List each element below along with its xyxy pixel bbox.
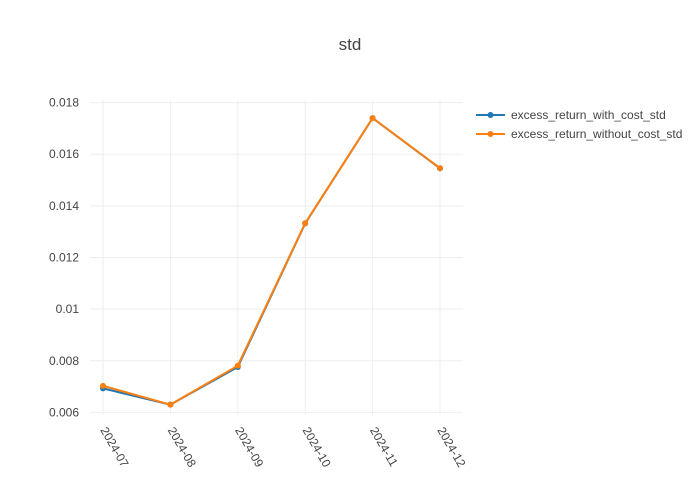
series-excess_return_without_cost_std bbox=[100, 115, 443, 408]
series-line bbox=[102, 117, 441, 406]
chart-title: std bbox=[339, 35, 362, 54]
y-tick-label: 0.018 bbox=[49, 96, 79, 110]
series-line bbox=[102, 117, 441, 406]
series-excess_return_with_cost_std bbox=[100, 115, 443, 408]
x-axis: 2024-07 2024-08 2024-09 2024-10 2024-11 2024-… bbox=[97, 425, 468, 470]
y-tick-label: 0.008 bbox=[49, 354, 79, 368]
series-layer bbox=[100, 115, 443, 408]
x-tick-label: 2024-10 bbox=[300, 425, 334, 470]
legend-label: excess_return_without_cost_std bbox=[511, 127, 682, 141]
y-tick-label: 0.01 bbox=[56, 302, 80, 316]
legend-label: excess_return_with_cost_std bbox=[511, 108, 666, 122]
y-tick-label: 0.014 bbox=[49, 199, 79, 213]
x-tick-label: 2024-09 bbox=[232, 425, 266, 470]
legend-item[interactable]: excess_return_with_cost_std bbox=[476, 108, 666, 122]
data-point[interactable] bbox=[369, 115, 376, 122]
data-point[interactable] bbox=[437, 165, 443, 172]
legend-item[interactable]: excess_return_without_cost_std bbox=[476, 127, 682, 141]
data-point[interactable] bbox=[302, 220, 309, 227]
data-point[interactable] bbox=[234, 362, 241, 369]
legend-marker bbox=[487, 112, 494, 118]
y-tick-label: 0.016 bbox=[49, 147, 79, 161]
x-tick-label: 2024-08 bbox=[165, 425, 199, 470]
grid bbox=[90, 100, 463, 415]
data-point[interactable] bbox=[100, 382, 106, 389]
x-tick-label: 2024-11 bbox=[367, 425, 401, 470]
y-axis: 0.006 0.008 0.01 0.012 0.014 0.016 0.018 bbox=[49, 96, 79, 420]
x-tick-label: 2024-07 bbox=[97, 425, 131, 470]
legend[interactable]: excess_return_with_cost_std excess_return… bbox=[476, 108, 682, 141]
x-tick-label: 2024-12 bbox=[434, 425, 468, 470]
y-tick-label: 0.006 bbox=[49, 405, 79, 419]
y-tick-label: 0.012 bbox=[49, 251, 79, 265]
legend-marker bbox=[487, 131, 494, 137]
data-point[interactable] bbox=[167, 401, 174, 408]
